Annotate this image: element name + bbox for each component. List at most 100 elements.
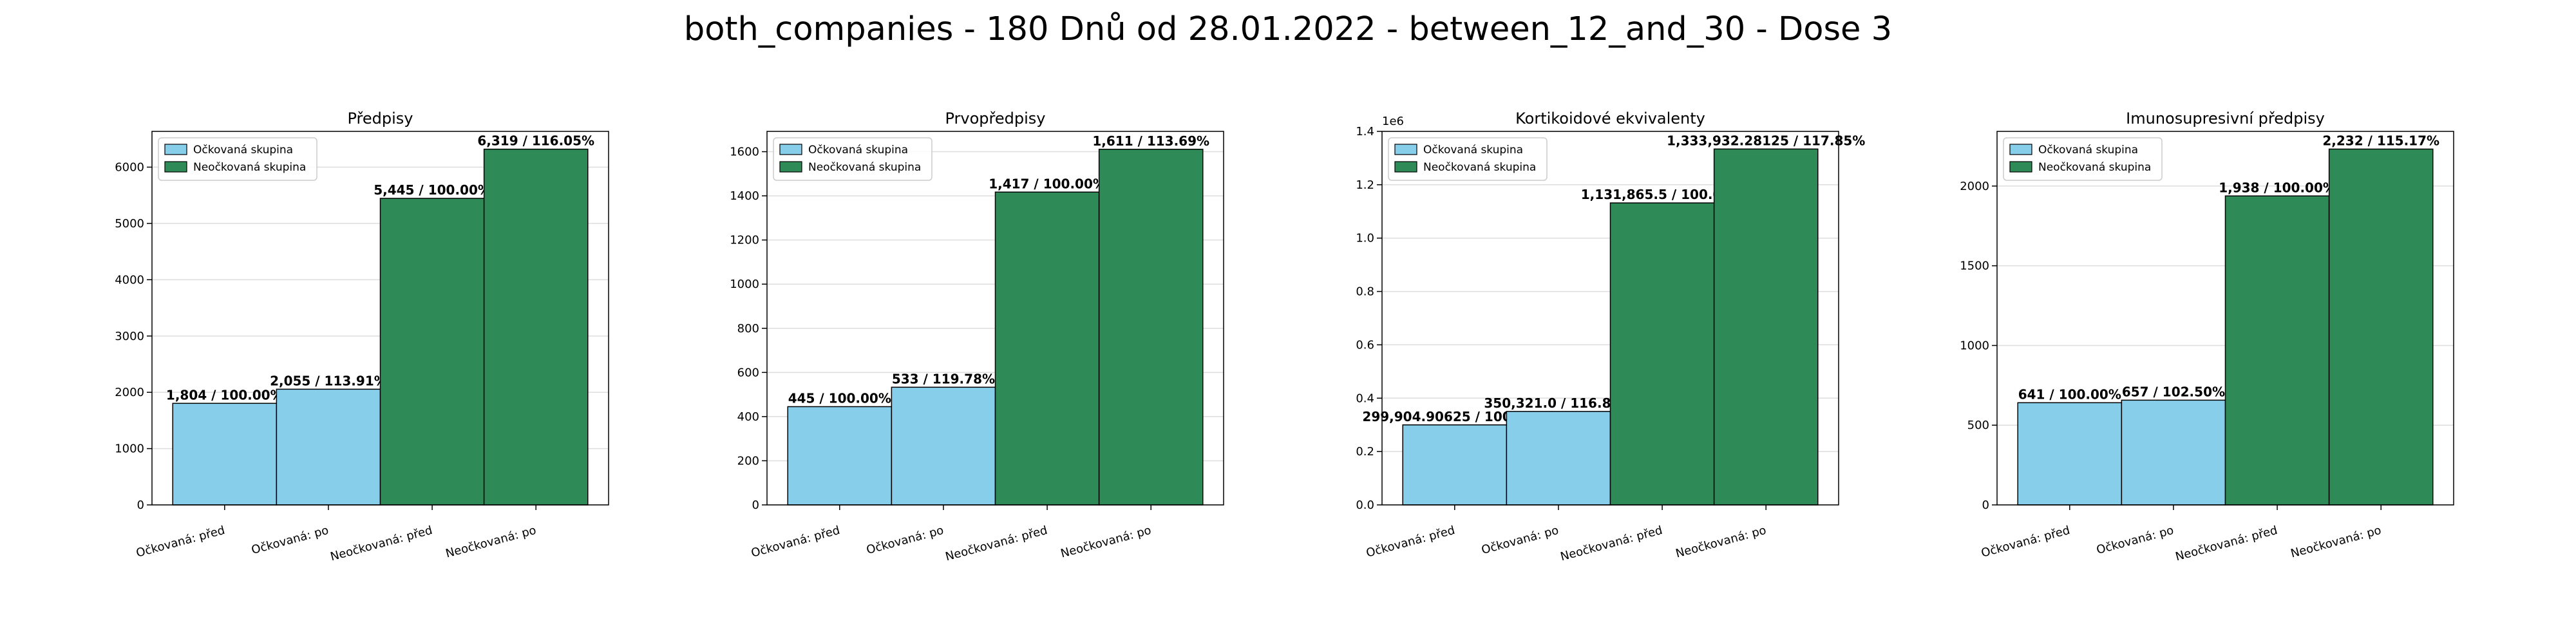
chart-2-bar-label-1: 350,321.0 / 116.81% [1484,395,1633,411]
chart-3-title: Imunosupresivní předpisy [2126,109,2325,128]
chart-0-bar-label-2: 5,445 / 100.00% [374,182,491,198]
chart-3-legend-label-1: Neočkovaná skupina [2038,161,2151,174]
chart-2-bar-2 [1609,202,1715,506]
chart-0-category-label-1: Očkovaná: po [250,524,330,557]
chart-2-ytick-label-5: 1.0 [1356,232,1374,245]
chart-2-bar-0 [1402,424,1508,506]
chart-2: 299,904.90625 / 100.00%Očkovaná: před350… [1356,109,1865,564]
chart-1-ytick-label-7: 1400 [730,189,759,203]
chart-3-axes-frame [1996,131,2454,506]
chart-1-ytick-label-8: 1600 [730,146,759,159]
chart-3: 641 / 100.00% Očkovaná: před 657 / 102.50%… [1960,109,2454,564]
chart-1-legend-swatch-1 [779,161,802,173]
chart-0-ytick-label-0: 0 [137,498,144,512]
chart-0: 1,804 / 100.00% Očkovaná: před 2,055 / 113… [115,109,609,564]
chart-1-bar-label-1: 533 / 119.78% [892,371,995,386]
chart-1: 445 / 100.00% Očkovaná: před 533 / 119.78%… [730,109,1224,564]
chart-1-ytick-label-4: 800 [737,322,759,336]
chart-2-legend-label-1: Neočkovaná skupina [1423,161,1536,174]
figure-title: both_companies - 180 Dnů od 28.01.2022 -… [683,10,1893,48]
chart-2-ytick-label-6: 1.2 [1356,178,1374,192]
chart-0-ytick-label-2: 2000 [115,386,144,399]
chart-3-ytick-label-3: 1500 [1960,260,1989,273]
chart-3-bar-label-0: 641 / 100.00% [2018,386,2121,402]
chart-1-legend-box [773,137,933,181]
chart-0-category-label-2: Neočkovaná: před [329,524,434,564]
chart-1-bar-2 [994,191,1100,506]
chart-2-ytick-label-0: 0.0 [1356,498,1374,512]
chart-3-bar-3 [2328,148,2434,506]
chart-2-axes-frame [1381,131,1839,506]
chart-3-category-label-0: Očkovaná: před [1980,524,2071,560]
chart-2-category-label-0: Očkovaná: před [1365,524,1456,560]
chart-1-bar-3 [1098,149,1204,506]
chart-0-category-label-0: Očkovaná: před [135,524,226,560]
chart-1-ytick-label-0: 0 [752,498,759,512]
chart-2-legend: Očkovaná skupina Neočkovaná skupina [1388,137,1548,181]
chart-0-title: Předpisy [348,109,413,128]
chart-0-bar-1 [276,388,381,506]
chart-0-ytick-label-1: 1000 [115,442,144,456]
chart-3-ytick-label-2: 1000 [1960,339,1989,352]
chart-3-ytick-label-0: 0 [1982,498,1989,512]
chart-0-bar-label-1: 2,055 / 113.91% [270,373,387,388]
chart-1-ytick-label-5: 1000 [730,278,759,291]
chart-1-bar-label-2: 1,417 / 100.00% [989,176,1106,191]
chart-1-legend: Očkovaná skupina Neočkovaná skupina [773,137,933,181]
chart-1-category-label-2: Neočkovaná: před [944,524,1049,564]
chart-1-bar-label-3: 1,611 / 113.69% [1092,133,1209,149]
chart-0-legend: Očkovaná skupina Neočkovaná skupina [158,137,317,181]
chart-2-bar-1 [1506,411,1611,506]
chart-1-ytick-label-3: 600 [737,366,759,379]
chart-0-category-label-3: Neočkovaná: po [444,524,538,561]
chart-1-legend-label-0: Očkovaná skupina [808,144,908,156]
chart-3-legend-swatch-0 [2009,144,2032,155]
chart-3-ytick-label-4: 2000 [1960,180,1989,193]
chart-2-legend-label-0: Očkovaná skupina [1423,144,1523,156]
chart-2-ytick-label-1: 0.2 [1356,445,1374,459]
chart-2-ytick-label-2: 0.4 [1356,392,1374,405]
chart-3-legend-swatch-1 [2009,161,2032,173]
chart-1-legend-label-1: Neočkovaná skupina [808,161,921,174]
chart-0-bar-label-0: 1,804 / 100.00% [166,387,283,402]
chart-2-bar-label-3: 1,333,932.28125 / 117.85% [1667,133,1865,148]
chart-3-category-label-3: Neočkovaná: po [2289,524,2383,561]
chart-3-ytick-label-1: 500 [1967,419,1989,432]
chart-3-bar-0 [2017,402,2123,506]
chart-0-bar-0 [172,402,278,506]
chart-1-ytick-label-2: 400 [737,410,759,424]
chart-2-legend-swatch-1 [1394,161,1417,173]
chart-2-ytick-label-4: 0.8 [1356,285,1374,299]
chart-1-category-label-1: Očkovaná: po [865,524,945,557]
chart-3-category-label-1: Očkovaná: po [2095,524,2175,557]
chart-1-bar-1 [891,386,996,506]
chart-0-legend-label-0: Očkovaná skupina [193,144,293,156]
chart-3-bar-label-3: 2,232 / 115.17% [2322,133,2439,148]
chart-1-title: Prvopředpisy [945,109,1046,128]
chart-3-bar-label-1: 657 / 102.50% [2122,384,2225,399]
chart-2-legend-box [1388,137,1548,181]
chart-0-legend-box [158,137,317,181]
chart-0-ytick-label-5: 5000 [115,217,144,231]
chart-1-legend-swatch-0 [779,144,802,155]
chart-3-bar-label-2: 1,938 / 100.00% [2219,180,2336,195]
chart-1-bar-0 [787,406,893,506]
chart-0-bar-label-3: 6,319 / 116.05% [477,133,594,149]
chart-0-axes-frame [151,131,609,506]
chart-0-legend-swatch-1 [164,161,187,173]
chart-1-axes-frame [766,131,1224,506]
chart-2-legend-swatch-0 [1394,144,1417,155]
chart-3-legend: Očkovaná skupina Neočkovaná skupina [2003,137,2163,181]
chart-0-ytick-label-4: 4000 [115,273,144,287]
chart-0-ytick-label-3: 3000 [115,330,144,343]
chart-0-ytick-label-6: 6000 [115,161,144,175]
chart-1-category-label-3: Neočkovaná: po [1059,524,1153,561]
chart-0-bar-3 [483,148,589,506]
chart-3-bar-1 [2121,399,2226,506]
chart-1-ytick-label-6: 1200 [730,234,759,247]
chart-2-title: Kortikoidové ekvivalenty [1515,109,1705,128]
chart-0-legend-label-1: Neočkovaná skupina [193,161,306,174]
chart-3-legend-box [2003,137,2163,181]
chart-2-category-label-2: Neočkovaná: před [1559,524,1664,564]
